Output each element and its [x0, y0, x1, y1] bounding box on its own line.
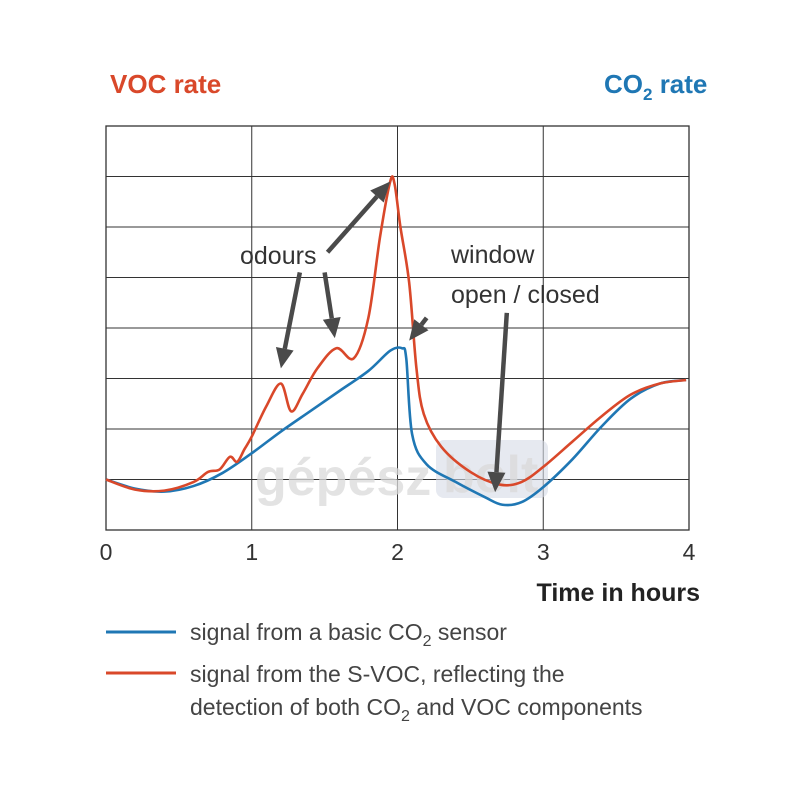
annotation-arrow [322, 272, 334, 319]
co2-series-line [105, 346, 687, 507]
x-tick-label: 3 [537, 539, 550, 565]
voc-rate-title: VOC rate [110, 69, 221, 99]
legend-svoc-text-line1: signal from the S-VOC, reflecting the [190, 661, 565, 687]
annotation-arrowhead [275, 347, 294, 369]
annotation-arrow [282, 272, 303, 350]
annotation-arrowhead [409, 319, 429, 341]
plot-frame [105, 125, 690, 531]
x-tick-label: 2 [391, 539, 404, 565]
annotation-arrow [325, 195, 379, 254]
annotation-arrowhead [370, 181, 391, 203]
series-group [105, 175, 687, 507]
legend-co2-text: signal from a basic CO2 sensor [190, 619, 507, 650]
window-label-line2: open / closed [451, 281, 600, 309]
legend: signal from a basic CO2 sensor signal fr… [106, 619, 643, 725]
svoc-series-line [105, 175, 687, 493]
x-tick-label: 1 [245, 539, 258, 565]
annotations: odours window open / closed [240, 181, 600, 493]
annotation-arrow [494, 312, 510, 473]
watermark-text-1: gépész [255, 449, 431, 507]
window-label-line1: window [450, 241, 535, 269]
odours-label: odours [240, 242, 316, 270]
annotation-arrowhead [322, 316, 341, 339]
annotation-arrows [275, 181, 510, 493]
annotation-arrow [419, 316, 429, 327]
co2-rate-title: CO2 rate [604, 69, 707, 104]
annotation-arrowhead [487, 471, 506, 493]
x-tick-labels: 0 1 2 3 4 [100, 539, 696, 565]
legend-svoc-text-line2: detection of both CO2 and VOC components [190, 694, 643, 725]
x-axis-label: Time in hours [537, 579, 700, 607]
x-tick-label: 0 [100, 539, 113, 565]
x-tick-label: 4 [683, 539, 696, 565]
